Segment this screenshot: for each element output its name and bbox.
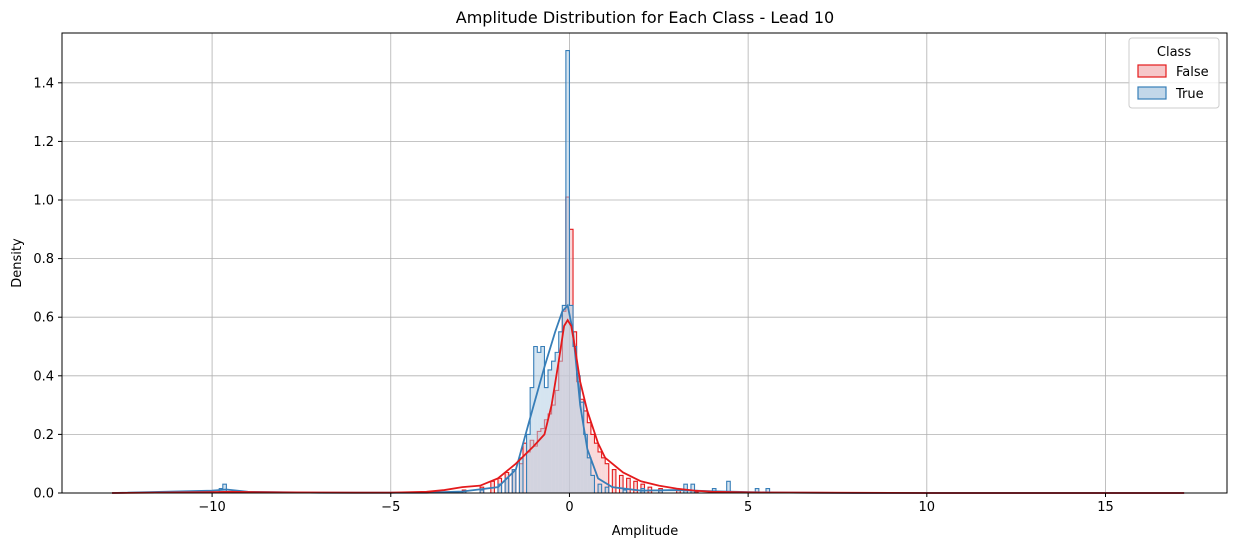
legend-label-false: False [1176, 65, 1209, 80]
plot-frame [61, 32, 1228, 494]
histogram-layer [218, 50, 771, 494]
hist-bar-false [522, 443, 527, 493]
hist-outline-true [218, 50, 771, 493]
hist-bar-true [576, 375, 581, 493]
hist-bar-true [462, 491, 466, 493]
y-axis: 0.0 0.2 0.4 0.6 0.8 1.0 1.2 1.4 [33, 76, 62, 502]
hist-bar-true [690, 484, 695, 493]
y-axis-label: Density [10, 238, 25, 288]
chart-title: Amplitude Distribution for Each Class - … [456, 8, 834, 27]
hist-bar-true [548, 369, 552, 493]
hist-bar-true [562, 305, 566, 493]
hist-bar-true [726, 481, 731, 493]
hist-bar-false [612, 469, 616, 493]
hist-bar-false [601, 457, 606, 493]
hist-bar-false [633, 481, 638, 493]
grid [62, 33, 1227, 494]
hist-bar-false [694, 491, 699, 493]
hist-bar-false [626, 478, 631, 493]
y-tick-label: 1.4 [33, 76, 54, 91]
hist-bar-true [580, 402, 584, 493]
hist-bar-true [587, 457, 591, 493]
legend-swatch-false [1137, 64, 1167, 78]
hist-bar-true [533, 346, 538, 493]
hist-bar-true [540, 346, 545, 493]
y-tick-label: 0.4 [33, 369, 54, 384]
y-tick-label: 1.2 [33, 135, 54, 150]
hist-bar-false [598, 451, 602, 493]
hist-bar-false [594, 443, 599, 493]
y-tick-label: 0.0 [33, 487, 54, 502]
hist-bar-true [544, 387, 549, 493]
hist-bar-true [605, 487, 609, 493]
x-tick-label: −5 [381, 500, 400, 515]
hist-bar-true [222, 484, 227, 493]
hist-bar-true [505, 478, 509, 493]
hist-bar-true [526, 434, 531, 493]
hist-bar-true [537, 352, 541, 493]
hist-bar-true [565, 50, 570, 493]
hist-bar-false [605, 463, 609, 493]
y-tick-label: 1.0 [33, 194, 54, 209]
x-axis-label: Amplitude [612, 524, 679, 539]
hist-bar-true [558, 331, 563, 493]
legend-swatch-true [1137, 86, 1167, 100]
hist-bar-true [551, 361, 556, 493]
hist-bar-true [512, 469, 516, 493]
hist-bar-true [583, 434, 588, 493]
y-tick-label: 0.2 [33, 428, 54, 443]
legend-title: Class [1157, 45, 1191, 60]
hist-bar-true [590, 475, 595, 493]
hist-bar-false [676, 490, 681, 493]
hist-bar-true [480, 490, 484, 493]
x-tick-label: 10 [919, 500, 936, 515]
hist-bar-true [683, 484, 688, 493]
hist-bar-true [569, 305, 574, 493]
x-tick-label: 5 [744, 500, 752, 515]
y-tick-label: 0.6 [33, 311, 54, 326]
x-tick-label: −10 [198, 500, 225, 515]
hist-bar-true [555, 352, 559, 493]
hist-bar-true [766, 488, 770, 493]
legend: Class False True [1128, 37, 1220, 109]
hist-bar-true [755, 488, 759, 493]
kde-line-true [112, 303, 1185, 494]
x-tick-label: 0 [565, 500, 573, 515]
hist-bar-true [623, 490, 627, 493]
hist-bar-true [497, 484, 502, 493]
kde-layer [112, 303, 1185, 494]
hist-bar-true [519, 457, 523, 493]
x-tick-label: 15 [1097, 500, 1114, 515]
kde-line-false [112, 318, 1185, 494]
y-tick-label: 0.8 [33, 252, 54, 267]
hist-bar-true [530, 387, 534, 493]
x-axis: −10 −5 0 5 10 15 [198, 493, 1114, 515]
legend-label-true: True [1175, 87, 1204, 102]
hist-bar-false [619, 475, 624, 493]
hist-bar-true [573, 346, 577, 493]
hist-bar-true [658, 490, 663, 493]
hist-bar-true [598, 484, 602, 493]
